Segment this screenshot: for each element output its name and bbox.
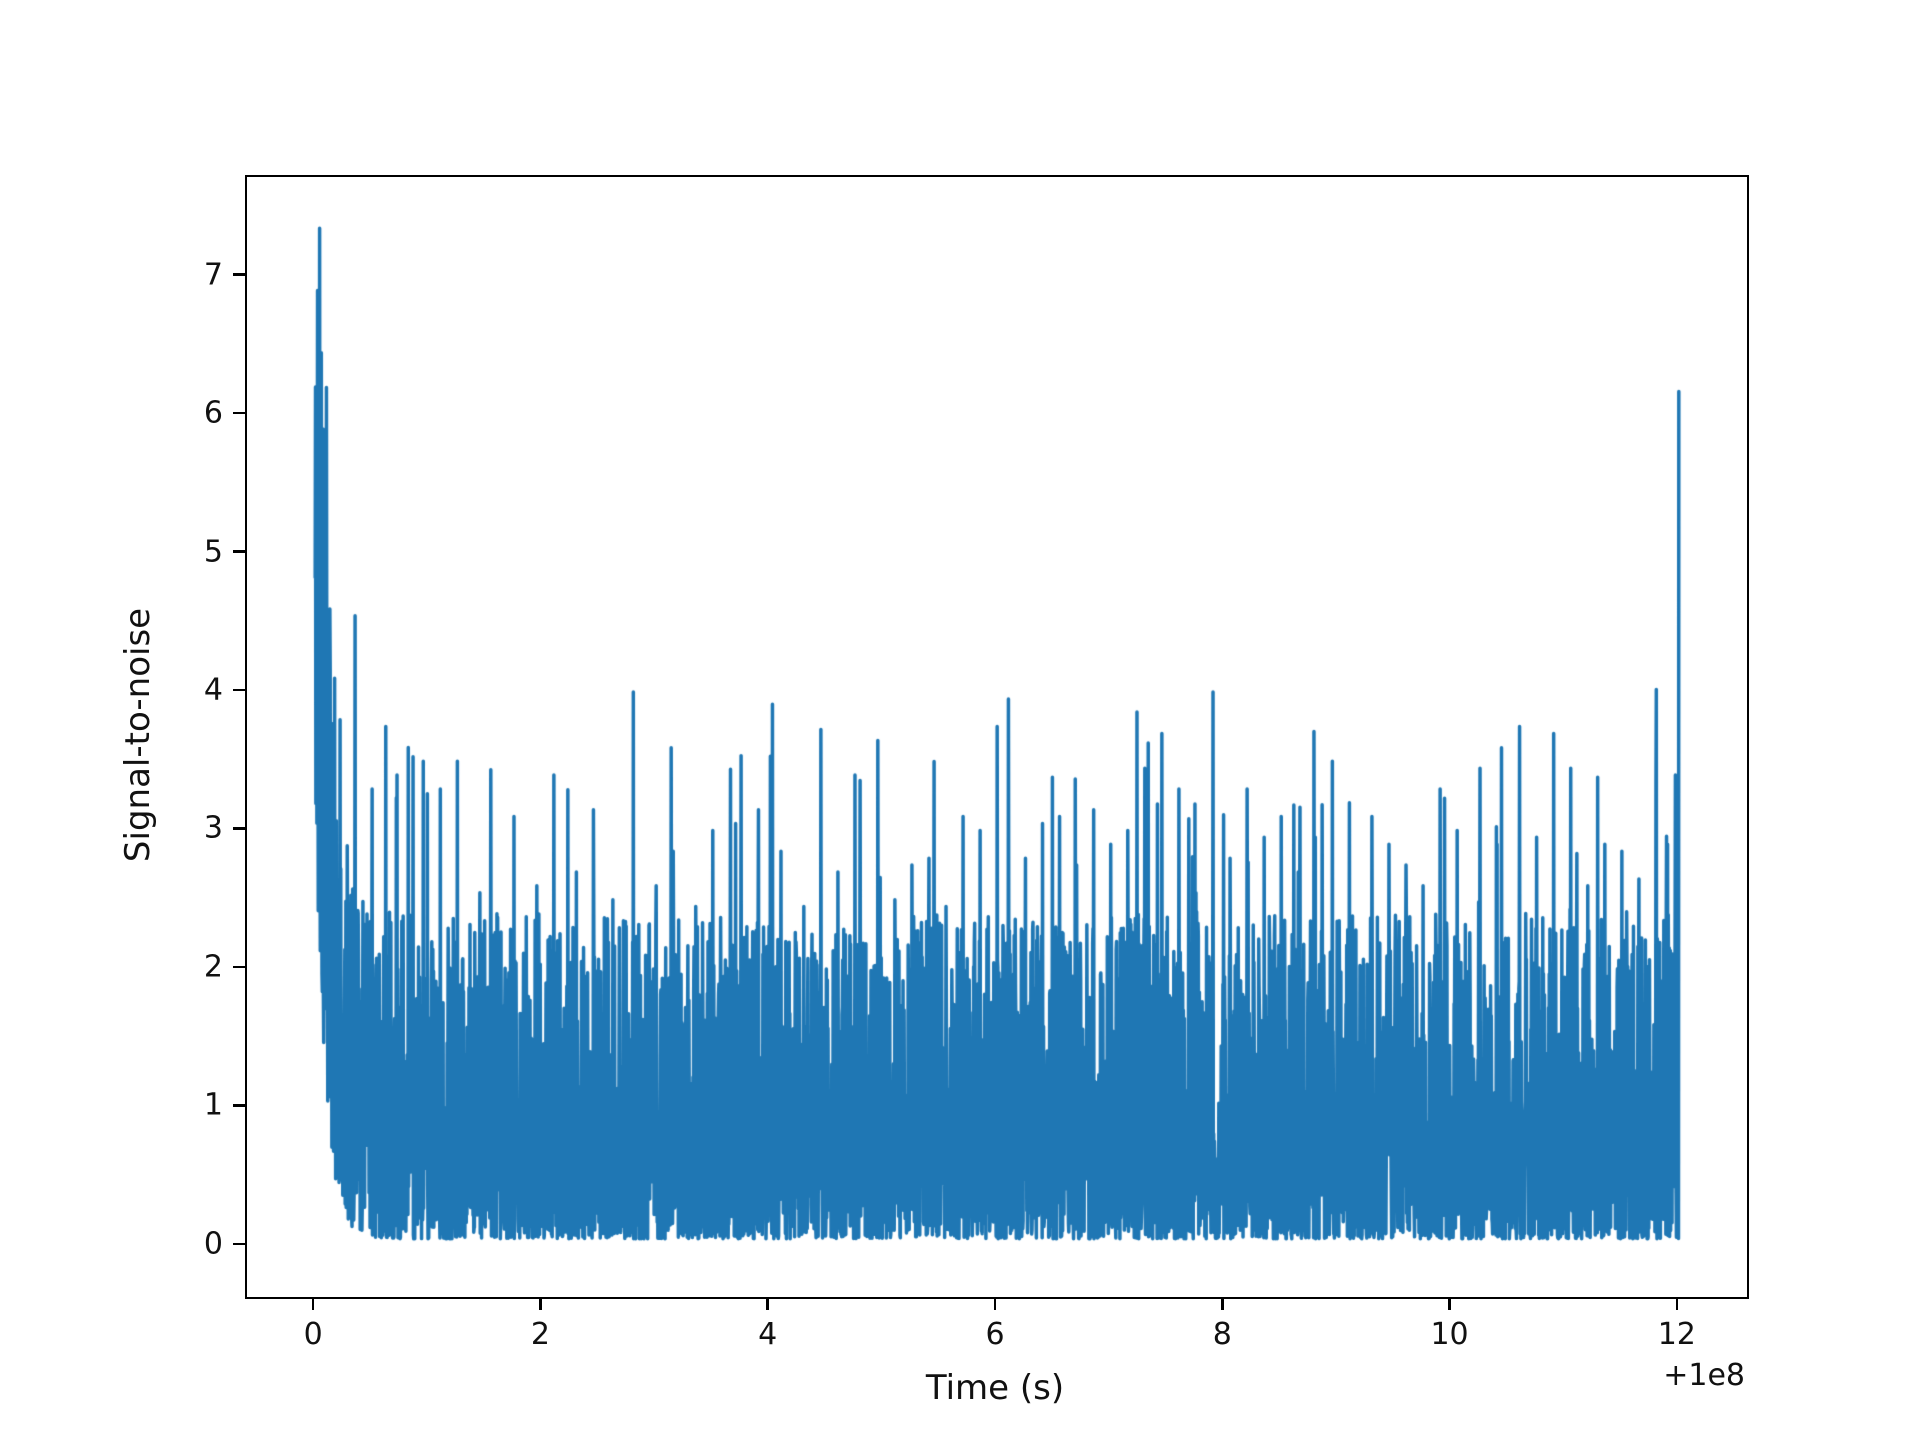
y-tick-mark bbox=[233, 550, 245, 553]
x-tick-label: 10 bbox=[1430, 1317, 1469, 1352]
plot-area bbox=[245, 175, 1749, 1299]
y-tick-mark bbox=[233, 1242, 245, 1246]
y-axis-label: Signal-to-noise bbox=[118, 607, 158, 863]
y-tick-mark bbox=[233, 965, 245, 969]
x-tick-mark bbox=[1675, 1297, 1679, 1310]
x-tick-mark bbox=[993, 1297, 997, 1310]
x-tick-mark bbox=[539, 1297, 542, 1310]
y-tick-mark bbox=[233, 827, 245, 830]
x-axis-label: Time (s) bbox=[925, 1368, 1065, 1408]
y-tick-mark bbox=[233, 688, 245, 692]
x-tick-label: 0 bbox=[303, 1317, 323, 1352]
x-tick-mark bbox=[1448, 1297, 1451, 1310]
y-tick-label: 4 bbox=[203, 672, 223, 708]
x-tick-mark bbox=[311, 1297, 315, 1310]
x-tick-label: 6 bbox=[985, 1317, 1005, 1352]
x-tick-label: 2 bbox=[530, 1317, 550, 1352]
y-tick-mark bbox=[233, 1104, 245, 1107]
y-tick-mark bbox=[233, 273, 245, 276]
y-tick-label: 7 bbox=[203, 257, 223, 293]
x-tick-mark bbox=[1221, 1297, 1224, 1310]
x-axis-offset-text: +1e8 bbox=[1663, 1358, 1745, 1393]
y-tick-label: 1 bbox=[203, 1087, 223, 1123]
y-tick-label: 5 bbox=[203, 534, 223, 570]
x-tick-mark bbox=[766, 1297, 769, 1310]
y-tick-mark bbox=[233, 411, 245, 415]
snr-line-plot-canvas bbox=[247, 177, 1747, 1297]
y-tick-label: 0 bbox=[203, 1226, 223, 1262]
x-tick-label: 12 bbox=[1657, 1317, 1696, 1352]
y-tick-label: 3 bbox=[203, 810, 223, 846]
x-tick-label: 8 bbox=[1212, 1317, 1232, 1352]
y-tick-label: 2 bbox=[203, 949, 223, 985]
y-tick-label: 6 bbox=[203, 395, 223, 431]
x-tick-label: 4 bbox=[758, 1317, 778, 1352]
